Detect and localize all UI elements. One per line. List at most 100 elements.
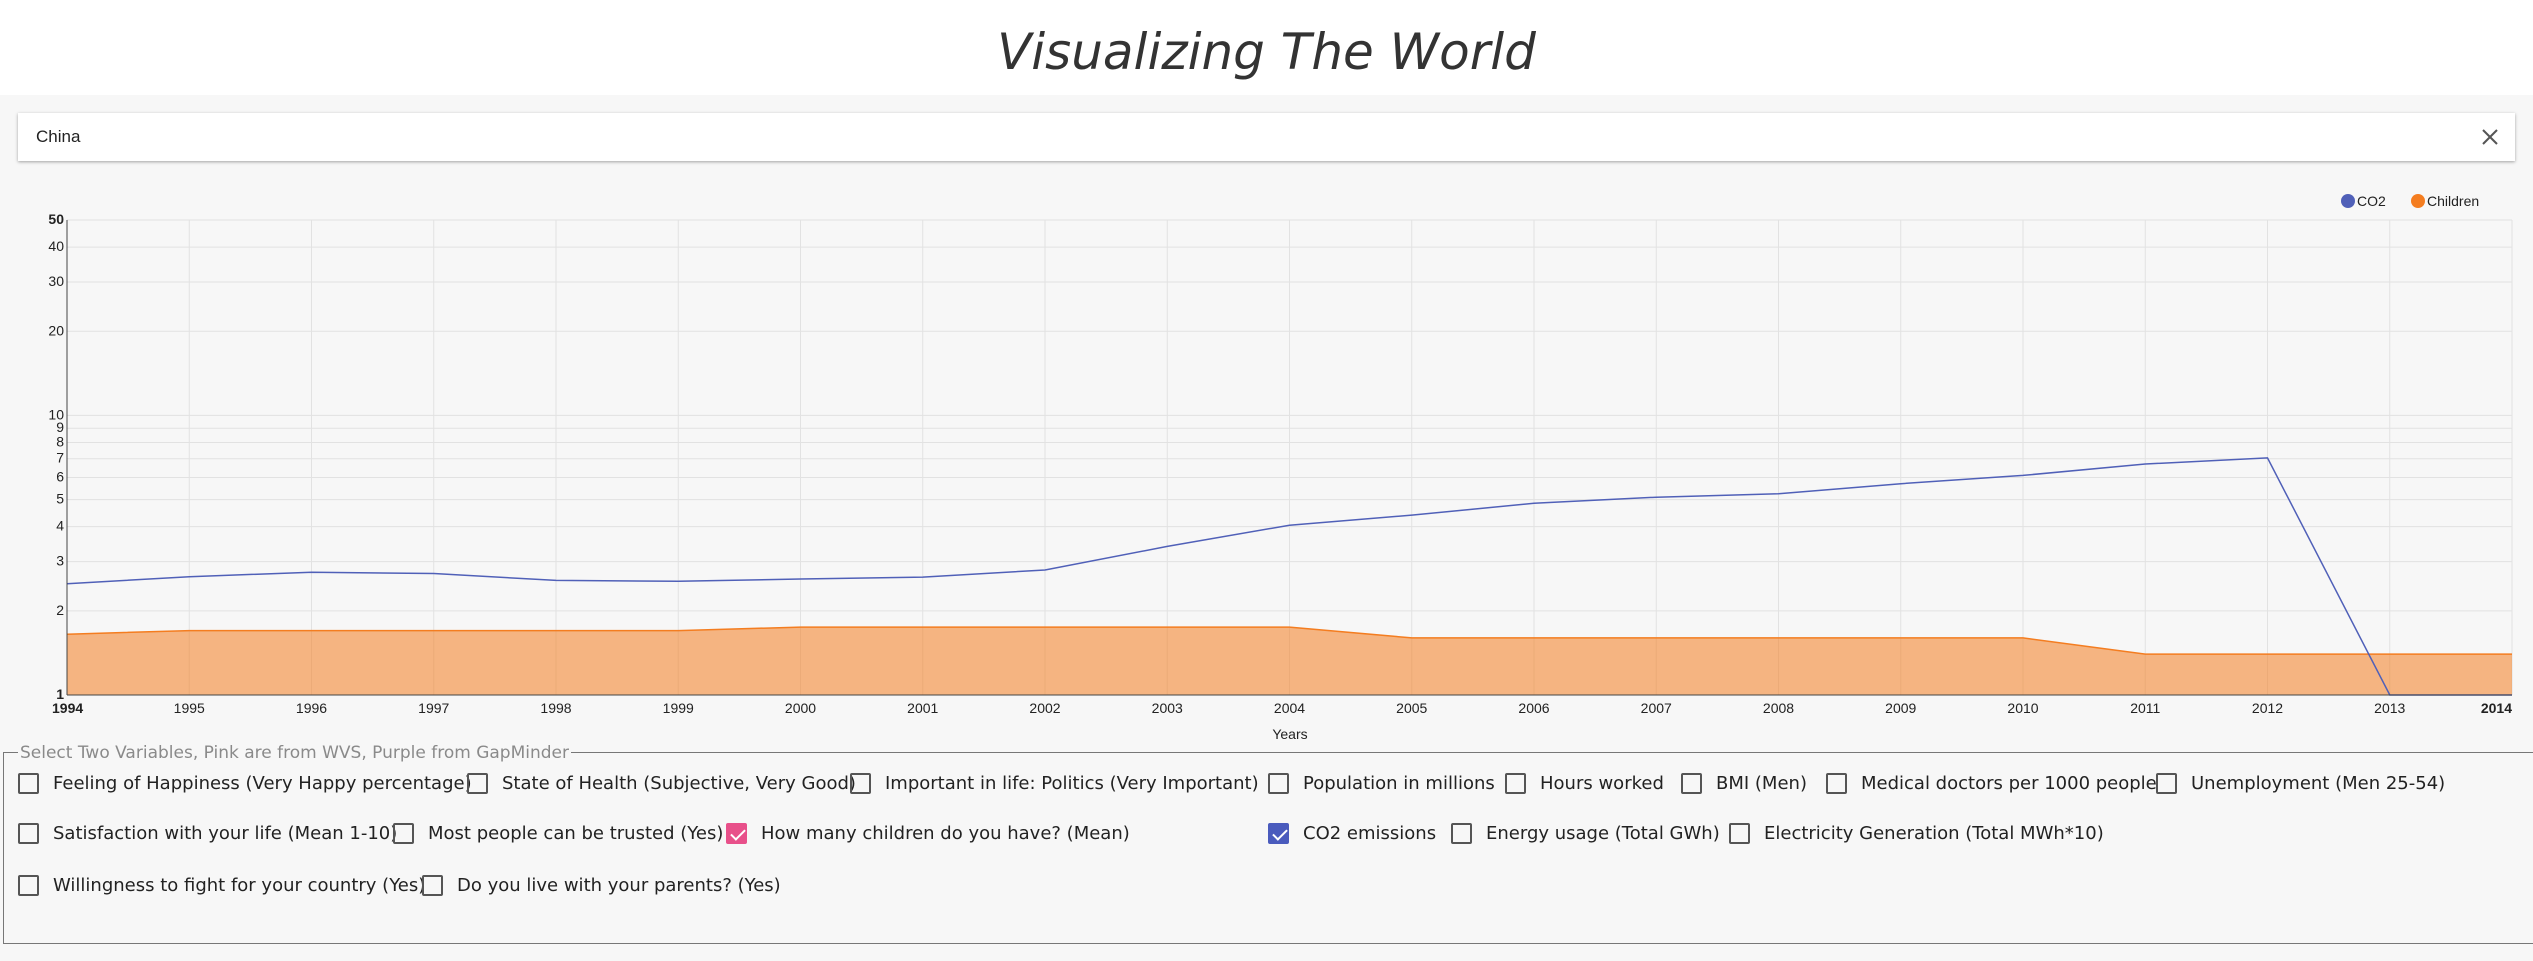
x-tick-label: 2009 — [1885, 700, 1916, 716]
y-tick-label: 8 — [56, 434, 64, 450]
checkbox-unemployment-men-25-54[interactable] — [2156, 773, 2177, 794]
y-tick-label: 50 — [48, 211, 64, 227]
option-electricity-generation-total-mwh-10[interactable]: Electricity Generation (Total MWh*10) — [1729, 823, 2104, 844]
series-children-line — [66, 626, 2512, 655]
x-tick-label: 2007 — [1641, 700, 1672, 716]
checkbox-satisfaction-with-your-life-mean-1-10[interactable] — [18, 823, 39, 844]
x-tick-label: 1995 — [174, 700, 205, 716]
option-label: Feeling of Happiness (Very Happy percent… — [53, 773, 472, 794]
option-population-in-millions[interactable]: Population in millions — [1268, 773, 1495, 794]
option-feeling-of-happiness-very-happy-percentage[interactable]: Feeling of Happiness (Very Happy percent… — [18, 773, 472, 794]
option-label: Satisfaction with your life (Mean 1-10) — [53, 823, 398, 844]
x-tick-label: 2005 — [1396, 700, 1427, 716]
y-tick-label: 5 — [56, 491, 64, 507]
checkbox-hours-worked[interactable] — [1505, 773, 1526, 794]
x-tick-label: 2004 — [1274, 700, 1305, 716]
page-title: Visualizing The World — [997, 23, 1536, 81]
option-label: Medical doctors per 1000 people — [1861, 773, 2157, 794]
option-label: Important in life: Politics (Very Import… — [885, 773, 1259, 794]
clear-search-button[interactable] — [2475, 122, 2505, 152]
legend-swatch-children — [2411, 194, 2425, 208]
checkbox-how-many-children-do-you-have-mean[interactable] — [726, 823, 747, 844]
x-tick-label: 2003 — [1152, 700, 1183, 716]
checkbox-willingness-to-fight-for-your-country-yes[interactable] — [18, 875, 39, 896]
option-most-people-can-be-trusted-yes[interactable]: Most people can be trusted (Yes) — [393, 823, 723, 844]
option-label: Electricity Generation (Total MWh*10) — [1764, 823, 2104, 844]
option-label: Hours worked — [1540, 773, 1664, 794]
y-tick-label: 40 — [48, 238, 64, 254]
x-tick-label: 1997 — [418, 700, 449, 716]
option-bmi-men[interactable]: BMI (Men) — [1681, 773, 1807, 794]
checkmark-icon — [730, 825, 746, 841]
option-co2-emissions[interactable]: CO2 emissions — [1268, 823, 1436, 844]
variable-selector — [3, 752, 2533, 944]
variable-selector-legend: Select Two Variables, Pink are from WVS,… — [18, 742, 571, 764]
y-tick-label: 20 — [48, 322, 64, 338]
checkbox-co2-emissions[interactable] — [1268, 823, 1289, 844]
y-tick-label: 1 — [56, 686, 64, 702]
x-tick-label: 1994 — [52, 700, 83, 716]
checkmark-icon — [1272, 825, 1288, 841]
x-tick-label: 2014 — [2481, 700, 2512, 716]
option-energy-usage-total-gwh[interactable]: Energy usage (Total GWh) — [1451, 823, 1720, 844]
option-label: How many children do you have? (Mean) — [761, 823, 1130, 844]
close-icon — [2482, 129, 2498, 145]
option-label: Population in millions — [1303, 773, 1495, 794]
country-search-box[interactable] — [18, 113, 2515, 161]
legend-label-co2: CO2 — [2357, 193, 2386, 209]
checkbox-electricity-generation-total-mwh-10[interactable] — [1729, 823, 1750, 844]
x-tick-label: 2000 — [785, 700, 816, 716]
option-label: CO2 emissions — [1303, 823, 1437, 844]
option-how-many-children-do-you-have-mean[interactable]: How many children do you have? (Mean) — [726, 823, 1130, 844]
x-tick-label: 1998 — [540, 700, 571, 716]
option-label: Unemployment (Men 25-54) — [2191, 773, 2446, 794]
option-willingness-to-fight-for-your-country-yes[interactable]: Willingness to fight for your country (Y… — [18, 875, 425, 896]
option-label: State of Health (Subjective, Very Good) — [502, 773, 856, 794]
option-medical-doctors-per-1000-people[interactable]: Medical doctors per 1000 people — [1826, 773, 2157, 794]
option-satisfaction-with-your-life-mean-1-10[interactable]: Satisfaction with your life (Mean 1-10) — [18, 823, 397, 844]
option-label: Willingness to fight for your country (Y… — [53, 875, 426, 896]
checkbox-energy-usage-total-gwh[interactable] — [1451, 823, 1472, 844]
x-axis-title: Years — [1272, 726, 1307, 742]
chart-grid — [66, 219, 2513, 696]
chart-line-layer — [66, 457, 2512, 696]
y-tick-label: 10 — [48, 406, 64, 422]
y-tick-label: 9 — [56, 419, 64, 435]
option-label: Energy usage (Total GWh) — [1486, 823, 1720, 844]
x-tick-label: 2001 — [907, 700, 938, 716]
x-tick-label: 2011 — [2130, 700, 2160, 716]
option-state-of-health-subjective-very-good[interactable]: State of Health (Subjective, Very Good) — [467, 773, 856, 794]
x-tick-label: 1999 — [663, 700, 694, 716]
checkbox-population-in-millions[interactable] — [1268, 773, 1289, 794]
checkbox-bmi-men[interactable] — [1681, 773, 1702, 794]
option-do-you-live-with-your-parents-yes[interactable]: Do you live with your parents? (Yes) — [422, 875, 781, 896]
y-tick-label: 4 — [56, 518, 64, 534]
header-bar: Visualizing The World — [0, 0, 2533, 95]
option-hours-worked[interactable]: Hours worked — [1505, 773, 1664, 794]
y-tick-label: 30 — [48, 273, 64, 289]
y-tick-label: 6 — [56, 468, 64, 484]
x-tick-label: 1996 — [296, 700, 327, 716]
y-tick-label: 7 — [56, 450, 64, 466]
x-tick-label: 2008 — [1763, 700, 1794, 716]
x-tick-label: 2012 — [2252, 700, 2283, 716]
legend-swatch-co2 — [2341, 194, 2355, 208]
option-unemployment-men-25-54[interactable]: Unemployment (Men 25-54) — [2156, 773, 2445, 794]
checkbox-medical-doctors-per-1000-people[interactable] — [1826, 773, 1847, 794]
option-label: BMI (Men) — [1716, 773, 1807, 794]
checkbox-feeling-of-happiness-very-happy-percentage[interactable] — [18, 773, 39, 794]
y-tick-label: 2 — [56, 602, 64, 618]
checkbox-state-of-health-subjective-very-good[interactable] — [467, 773, 488, 794]
checkbox-most-people-can-be-trusted-yes[interactable] — [393, 823, 414, 844]
y-tick-label: 3 — [56, 553, 64, 569]
chart-legend: CO2 Children — [2341, 193, 2479, 209]
checkbox-do-you-live-with-your-parents-yes[interactable] — [422, 875, 443, 896]
x-tick-label: 2013 — [2374, 700, 2405, 716]
series-children-area — [67, 627, 2512, 695]
checkbox-important-in-life-politics-very-important[interactable] — [850, 773, 871, 794]
country-search-input[interactable] — [36, 113, 2436, 161]
legend-label-children: Children — [2427, 193, 2479, 209]
option-important-in-life-politics-very-important[interactable]: Important in life: Politics (Very Import… — [850, 773, 1259, 794]
chart-area-layer — [66, 626, 2512, 695]
